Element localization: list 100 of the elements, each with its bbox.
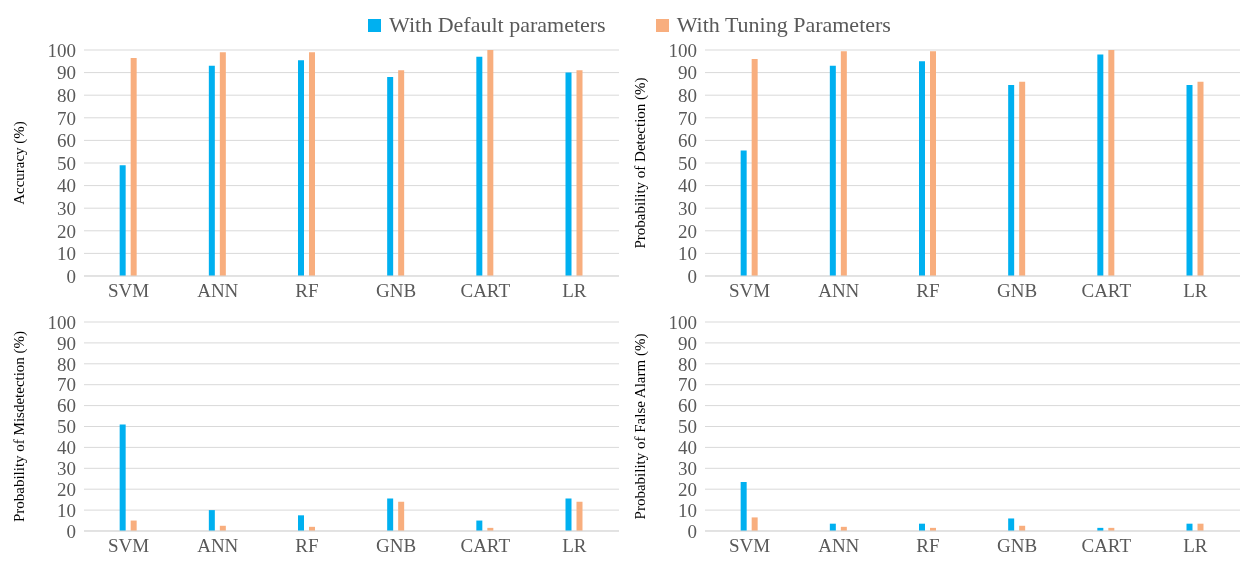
legend-label: With Tuning Parameters: [676, 12, 891, 38]
x-tick-label: ANN: [197, 535, 239, 557]
y-tick-label: 20: [57, 478, 76, 500]
y-tick-label: 40: [57, 437, 76, 459]
y-tick-label: 70: [678, 374, 697, 396]
bar: [208, 65, 215, 276]
bar: [576, 501, 583, 531]
y-axis-title: Accuracy (%): [11, 121, 29, 205]
x-tick-label: SVM: [728, 280, 771, 302]
x-tick-label: SVM: [107, 535, 150, 557]
y-tick-label: 80: [57, 353, 76, 375]
y-tick-label: 50: [57, 152, 76, 174]
bar: [1008, 518, 1015, 531]
bar: [919, 61, 925, 276]
x-tick-label: LR: [1183, 280, 1208, 302]
y-tick-label: 40: [57, 175, 76, 197]
x-tick-label: CART: [1081, 535, 1132, 557]
bar: [298, 60, 304, 276]
y-tick-label: 30: [678, 197, 697, 219]
y-tick-label: 40: [678, 175, 697, 197]
y-axis-title: Probability of False Alarm (%): [632, 333, 650, 520]
bar: [130, 57, 137, 276]
y-tick-label: 0: [66, 265, 76, 287]
y-tick-label: 70: [57, 107, 76, 129]
y-tick-label: 70: [57, 374, 76, 396]
y-tick-label: 20: [57, 220, 76, 242]
bar: [487, 50, 494, 276]
x-tick-label: LR: [562, 535, 587, 557]
y-axis-title: Probability of Misdetection (%): [11, 330, 29, 523]
x-tick-label: GNB: [376, 280, 417, 302]
y-tick-label: 90: [678, 332, 697, 354]
y-tick-label: 80: [57, 84, 76, 106]
bar: [398, 501, 405, 531]
bar: [740, 481, 747, 531]
bar: [1008, 85, 1015, 276]
y-tick-label: 0: [66, 520, 76, 542]
bar: [930, 51, 936, 276]
bar: [565, 498, 572, 531]
bar: [398, 70, 405, 276]
legend-label: With Default parameters: [389, 12, 606, 38]
y-tick-label: 0: [687, 265, 697, 287]
x-tick-label: LR: [1183, 535, 1208, 557]
bar: [576, 70, 583, 276]
bar: [298, 515, 304, 531]
bar: [1197, 81, 1204, 276]
y-tick-label: 20: [678, 478, 697, 500]
bar: [219, 52, 226, 276]
y-tick-label: 20: [678, 220, 697, 242]
x-tick-label: CART: [460, 280, 511, 302]
x-tick-label: LR: [562, 280, 587, 302]
x-tick-label: RF: [916, 280, 940, 302]
x-tick-label: ANN: [197, 280, 239, 302]
bar: [309, 52, 315, 276]
bar: [387, 498, 394, 531]
y-tick-label: 0: [687, 520, 697, 542]
y-tick-label: 100: [47, 311, 76, 333]
bar: [1097, 54, 1104, 276]
x-tick-label: SVM: [728, 535, 771, 557]
y-tick-label: 50: [678, 152, 697, 174]
y-tick-label: 90: [57, 62, 76, 84]
bar: [829, 65, 836, 276]
y-tick-label: 100: [668, 39, 697, 61]
bar: [565, 72, 572, 276]
y-tick-label: 50: [57, 416, 76, 438]
y-tick-label: 80: [678, 84, 697, 106]
y-tick-label: 90: [57, 332, 76, 354]
y-tick-label: 30: [678, 458, 697, 480]
y-tick-label: 10: [57, 499, 76, 521]
x-tick-label: ANN: [818, 280, 860, 302]
x-tick-label: SVM: [107, 280, 150, 302]
bar: [1019, 81, 1026, 276]
y-tick-label: 30: [57, 197, 76, 219]
y-axis-title: Probability of Detection (%): [632, 77, 650, 249]
y-tick-label: 100: [47, 39, 76, 61]
x-tick-label: GNB: [376, 535, 417, 557]
y-tick-label: 70: [678, 107, 697, 129]
x-tick-label: GNB: [997, 535, 1038, 557]
x-tick-label: RF: [916, 535, 940, 557]
y-tick-label: 90: [678, 62, 697, 84]
y-tick-label: 30: [57, 458, 76, 480]
x-tick-label: CART: [1081, 280, 1132, 302]
bar: [751, 59, 758, 276]
x-tick-label: GNB: [997, 280, 1038, 302]
bar: [208, 510, 215, 531]
x-tick-label: RF: [295, 280, 319, 302]
bar: [476, 56, 483, 276]
bar: [751, 517, 758, 531]
bar: [840, 51, 847, 276]
y-tick-label: 60: [57, 395, 76, 417]
y-tick-label: 80: [678, 353, 697, 375]
bar: [1108, 50, 1115, 276]
bar: [119, 165, 126, 276]
bar: [119, 424, 126, 531]
x-tick-label: RF: [295, 535, 319, 557]
y-tick-label: 40: [678, 437, 697, 459]
y-tick-label: 10: [57, 243, 76, 265]
x-tick-label: ANN: [818, 535, 860, 557]
x-tick-label: CART: [460, 535, 511, 557]
y-tick-label: 60: [678, 130, 697, 152]
y-tick-label: 50: [678, 416, 697, 438]
